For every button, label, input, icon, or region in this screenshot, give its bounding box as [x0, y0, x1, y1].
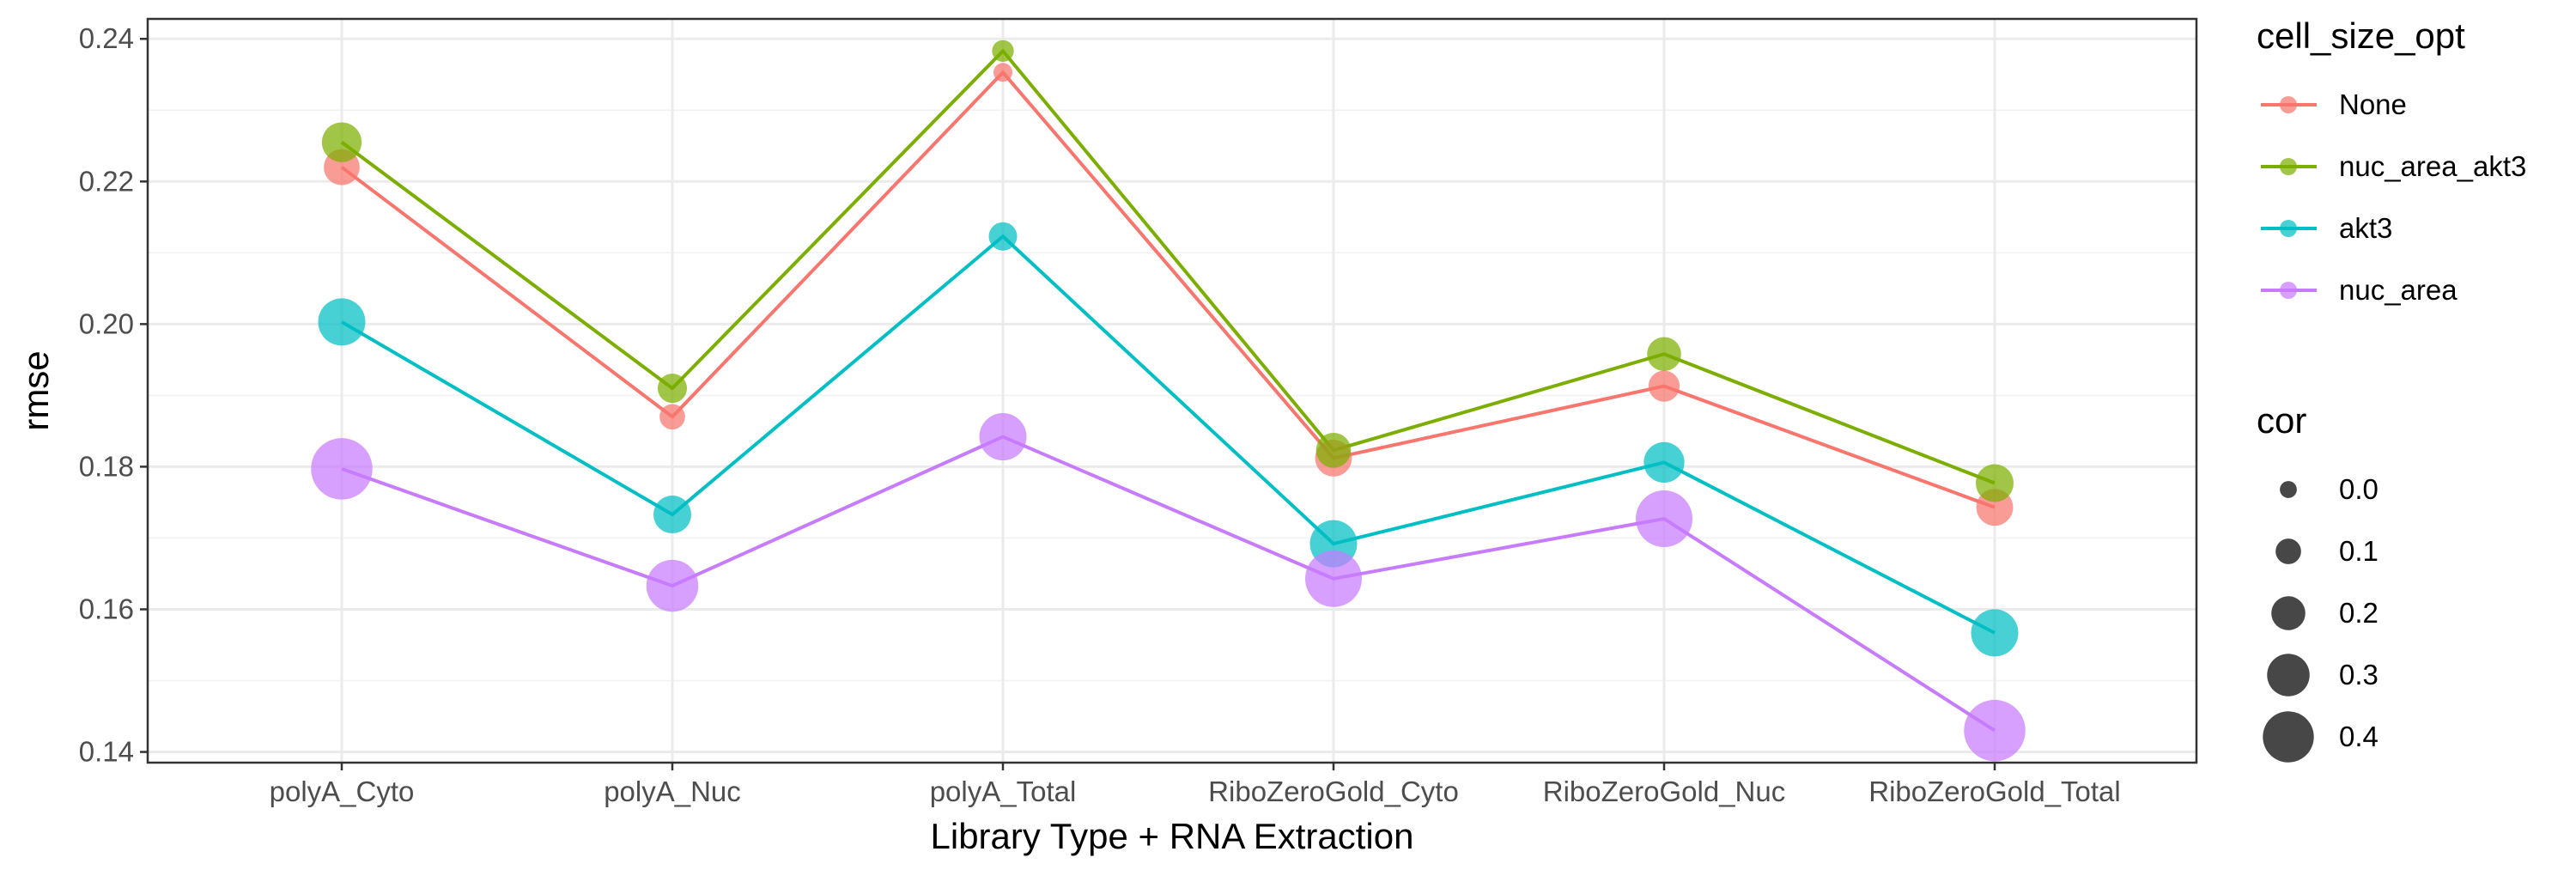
- x-tick-label: RiboZeroGold_Total: [1868, 776, 2121, 807]
- data-point: [993, 63, 1012, 82]
- legend-key-point: [2280, 158, 2297, 175]
- size-legend-label: 0.3: [2339, 659, 2379, 690]
- series-line: [340, 70, 1996, 509]
- y-axis: 0.14 0.16 0.18 0.20 0.22 0.24: [79, 22, 148, 768]
- data-point: [653, 496, 691, 534]
- data-point: [1971, 609, 2019, 657]
- y-tick-label: 0.14: [79, 736, 134, 768]
- series-lines: [340, 49, 1996, 733]
- size-legend-title: cor: [2257, 400, 2306, 441]
- data-point: [1315, 432, 1352, 468]
- data-point: [1643, 441, 1685, 484]
- legend-key-point: [2280, 220, 2297, 237]
- y-tick-label: 0.18: [79, 450, 134, 482]
- x-axis: polyA_Cyto polyA_Nuc polyA_Total RiboZeroGo…: [270, 763, 2121, 807]
- x-tick-label: polyA_Cyto: [270, 776, 415, 807]
- series-line: [341, 435, 1996, 733]
- size-legend-label: 0.1: [2339, 535, 2379, 567]
- x-tick-label: polyA_Total: [930, 776, 1077, 807]
- data-point: [646, 559, 699, 612]
- data-point: [1636, 490, 1692, 548]
- size-legend-label: 0.0: [2339, 473, 2379, 505]
- x-tick-label: polyA_Nuc: [604, 776, 741, 807]
- size-legend-point: [2263, 711, 2314, 763]
- x-tick-label: RiboZeroGold_Nuc: [1543, 776, 1785, 807]
- y-tick-label: 0.16: [79, 593, 134, 624]
- size-legend-label: 0.2: [2339, 597, 2379, 629]
- legend-label: nuc_area_akt3: [2339, 150, 2526, 182]
- data-point: [657, 374, 688, 404]
- data-point: [988, 222, 1018, 251]
- x-axis-title: Library Type + RNA Extraction: [931, 816, 1414, 856]
- legend-key-point: [2280, 282, 2297, 299]
- data-point: [318, 298, 366, 346]
- y-tick-label: 0.24: [79, 22, 134, 54]
- data-point: [1305, 550, 1362, 607]
- size-legend-point: [2275, 538, 2301, 564]
- size-legend-point: [2267, 654, 2310, 697]
- series-line: [340, 49, 1996, 485]
- y-tick-label: 0.22: [79, 165, 134, 197]
- y-tick-label: 0.20: [79, 307, 134, 339]
- data-point: [659, 404, 685, 430]
- size-legend: cor 0.0 0.1 0.2 0.3 0.4: [2257, 400, 2379, 763]
- plot-panel-border: [146, 17, 2198, 764]
- size-legend-point: [2280, 481, 2297, 498]
- color-legend-title: cell_size_opt: [2257, 15, 2465, 56]
- y-axis-title: rmse: [15, 350, 56, 430]
- data-point: [979, 413, 1027, 461]
- data-point: [1647, 337, 1681, 372]
- data-point: [1964, 699, 2026, 762]
- x-tick-label: RiboZeroGold_Cyto: [1208, 776, 1459, 807]
- legend-key-point: [2280, 96, 2297, 113]
- size-legend-point: [2271, 596, 2306, 630]
- data-point: [1648, 370, 1680, 402]
- data-point: [1976, 464, 2014, 502]
- data-points: [311, 40, 2026, 762]
- data-point: [311, 438, 373, 500]
- size-legend-label: 0.4: [2339, 721, 2379, 752]
- legend-label: nuc_area: [2339, 274, 2458, 306]
- color-legend: cell_size_opt None nuc_area_akt3 akt3 nuc_a…: [2257, 15, 2526, 306]
- data-point: [321, 122, 362, 162]
- series-line: [340, 234, 1996, 635]
- data-point: [992, 40, 1014, 63]
- legend-label: akt3: [2339, 212, 2392, 244]
- legend-label: None: [2339, 88, 2407, 120]
